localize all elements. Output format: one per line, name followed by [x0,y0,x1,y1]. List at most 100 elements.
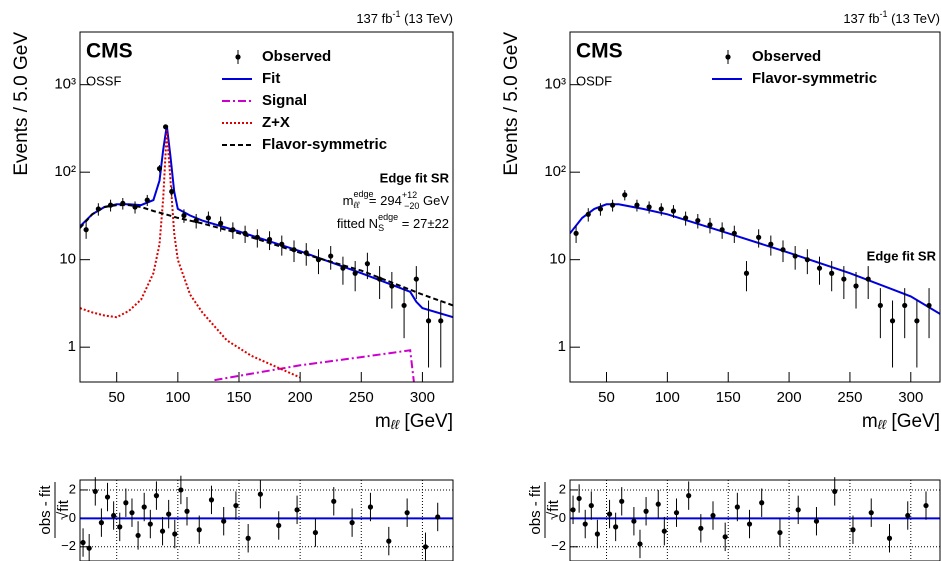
t: ℓℓ [352,200,359,210]
marker [401,302,407,309]
pull-point [123,488,129,517]
data-point [914,300,920,368]
legend-marker [725,54,731,60]
lumi-rest: (13 TeV) [400,11,453,26]
data-point [731,225,737,243]
marker [178,487,184,493]
data-point [792,246,798,270]
data-point [438,300,444,368]
data-point [95,203,101,216]
pull-point [422,532,429,561]
pull-point [257,480,263,509]
marker [117,524,123,530]
marker [328,253,334,259]
lumi-sup: -1 [392,9,400,19]
pull-point [184,497,190,526]
y-tick-label: 1 [68,338,76,355]
marker [303,250,309,256]
data-point [413,266,419,300]
t: edge [353,189,373,199]
marker [254,234,260,240]
y-tick-label: −2 [61,538,76,553]
marker [205,215,212,221]
pull-point [386,526,392,556]
marker [631,518,637,524]
curve [214,349,415,382]
marker [107,202,114,208]
t: = 294 [365,193,402,208]
data-point [132,201,138,214]
x-tick-label: 200 [777,389,802,406]
marker [683,215,689,221]
marker [230,227,236,233]
data-point [291,240,297,263]
marker [619,498,625,504]
x-tick-label: 50 [598,389,615,406]
marker [792,253,798,259]
pull-point [686,481,692,510]
marker [698,525,704,531]
pull-point [606,499,613,529]
marker [576,495,582,502]
pull-point [643,497,649,526]
marker [386,538,392,544]
data-point [242,225,248,243]
marker [422,544,429,550]
marker [780,247,786,253]
pull-point [588,491,594,520]
pull-point [159,516,166,546]
data-point [634,199,640,212]
pull-point [153,481,160,510]
legend-label: Observed [752,48,821,65]
marker [670,208,677,214]
pull-point [661,516,667,546]
pull-point [331,487,337,516]
pull-point [746,509,753,539]
marker [853,283,859,289]
marker [719,227,725,233]
marker [159,528,166,534]
x-tick-label: 200 [288,389,313,406]
pull-point [868,498,874,527]
data-point [683,211,689,226]
t: +12 [402,190,417,200]
x-label-sub: ℓℓ [391,417,400,432]
marker [367,504,374,510]
data-point [670,205,677,218]
y-axis-label: Events / 5.0 GeV [501,32,522,176]
marker [435,514,441,520]
y-tick-label: 10² [544,163,566,180]
marker [389,283,395,289]
data-point [707,217,713,234]
marker [184,508,190,514]
marker [233,502,239,509]
marker [245,535,251,541]
data-point [926,288,932,339]
marker [364,261,370,267]
data-point [364,252,370,280]
marker [643,508,649,514]
marker [673,510,680,516]
marker [795,507,801,513]
pull-point [135,521,141,550]
y-tick-label: 2 [69,481,76,496]
ns-value: fitted Nedge S = 27±22 [337,212,449,233]
pull-point [233,491,239,520]
marker [923,502,929,509]
marker [144,197,150,203]
marker [868,510,874,516]
t: fitted N [337,216,378,231]
marker [120,200,126,206]
frame [79,31,454,383]
x-tick-label: 150 [716,389,741,406]
marker [147,521,153,527]
data-point [107,199,114,212]
pull-point [722,522,728,552]
data-point [743,261,750,292]
marker [731,230,737,236]
curve [570,203,940,315]
data-point [597,203,604,216]
marker [156,165,163,172]
marker [193,217,199,224]
